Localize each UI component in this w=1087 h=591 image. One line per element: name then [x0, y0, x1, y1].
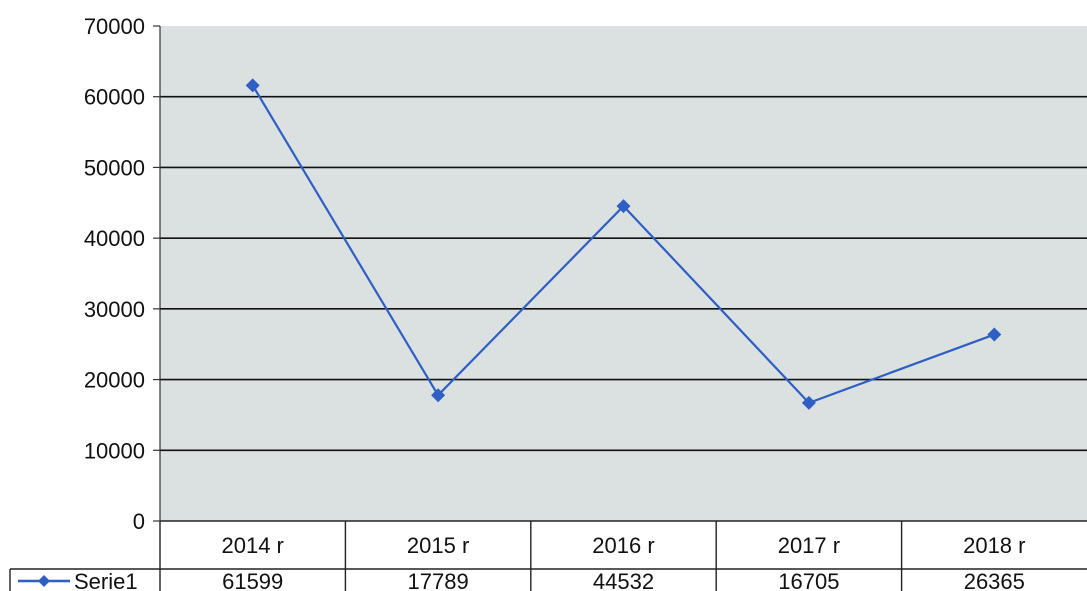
data-table-value: 26365 — [964, 569, 1025, 591]
data-point-marker — [431, 388, 446, 403]
y-tick-label: 30000 — [84, 297, 145, 322]
gridlines — [160, 95, 1087, 452]
data-table-value: 44532 — [593, 569, 654, 591]
y-tick-label: 40000 — [84, 226, 145, 251]
category-label: 2016 r — [592, 533, 654, 558]
category-label: 2015 r — [407, 533, 469, 558]
y-tick-label: 10000 — [84, 438, 145, 463]
y-tick-label: 20000 — [84, 368, 145, 393]
data-table: 2014 r 2015 r 2016 r 2017 r 2018 r Serie1 6159… — [9, 520, 1087, 591]
data-table-value: 61599 — [222, 569, 283, 591]
data-point-marker — [801, 395, 816, 410]
y-tick-label: 50000 — [84, 155, 145, 180]
y-tick-label: 60000 — [84, 85, 145, 110]
legend-series-name: Serie1 — [74, 569, 138, 591]
category-label: 2017 r — [778, 533, 840, 558]
data-point-marker — [616, 199, 631, 214]
y-axis: 0 10000 20000 30000 40000 50000 60000 70000 — [84, 14, 161, 534]
series-line-group — [245, 78, 1002, 410]
plot-area — [160, 26, 1087, 521]
y-tick-label: 0 — [133, 509, 145, 534]
data-point-marker — [987, 327, 1002, 342]
data-table-value: 16705 — [778, 569, 839, 591]
legend-diamond-icon — [38, 575, 50, 587]
data-point-marker — [245, 78, 260, 93]
data-table-value: 17789 — [408, 569, 469, 591]
y-tick-label: 70000 — [84, 14, 145, 39]
category-label: 2018 r — [963, 533, 1025, 558]
category-label: 2014 r — [222, 533, 284, 558]
